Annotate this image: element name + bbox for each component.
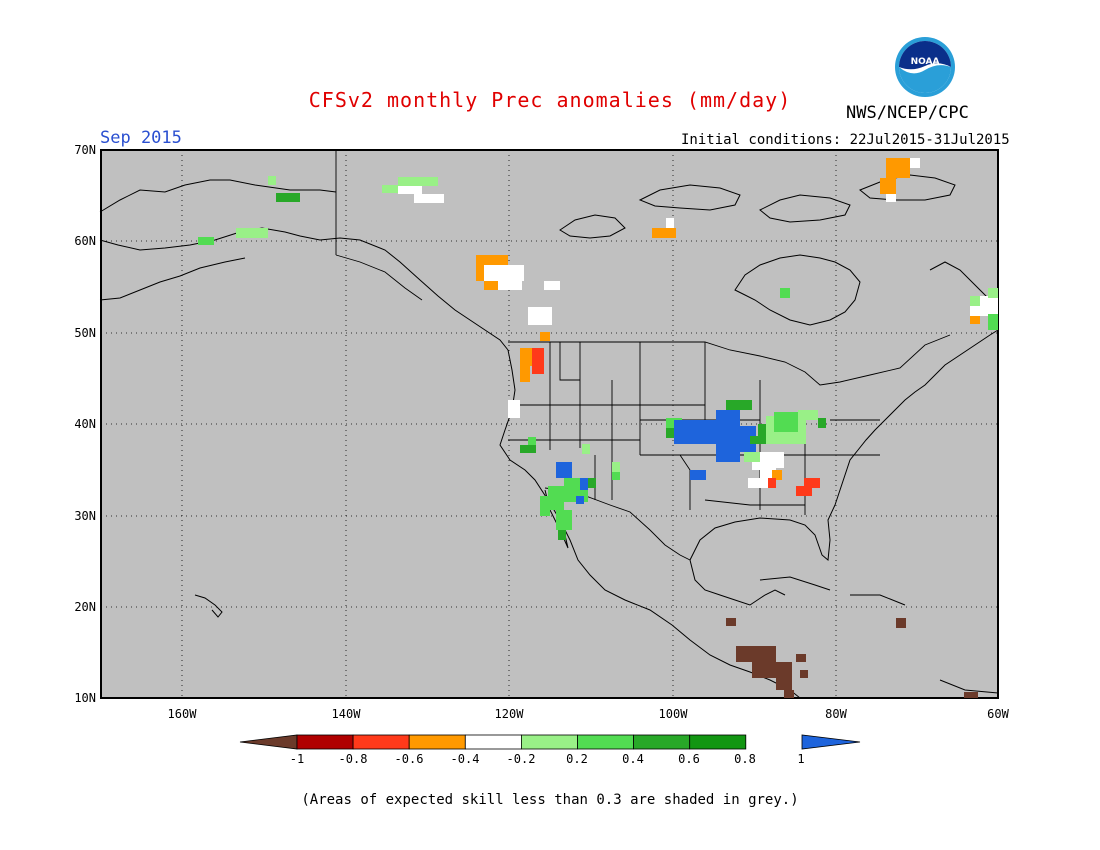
- map-frame: [100, 149, 999, 699]
- colorbar: -1 -0.8 -0.6 -0.4 -0.2 0.2 0.4 0.6 0.8 1: [239, 734, 861, 766]
- initial-conditions: Initial conditions: 22Jul2015-31Jul2015: [681, 132, 1010, 148]
- colorbar-arrow-left: [239, 734, 298, 750]
- longitude-labels: 160W 140W 120W 100W 80W 60W: [168, 707, 1010, 721]
- lon-label: 60W: [987, 707, 1009, 721]
- lat-label: 70N: [74, 143, 96, 157]
- lon-label: 160W: [168, 707, 198, 721]
- colorbar-swatch: [521, 734, 578, 750]
- colorbar-swatch: [689, 734, 747, 750]
- colorbar-tick-label: 0.4: [622, 752, 644, 766]
- svg-text:NOAA: NOAA: [911, 57, 940, 67]
- colorbar-tick-label: -0.6: [395, 752, 424, 766]
- lat-label: 50N: [74, 326, 96, 340]
- lat-label: 10N: [74, 691, 96, 705]
- valid-month: Sep 2015: [100, 128, 182, 148]
- agency-label: NWS/NCEP/CPC: [846, 103, 969, 123]
- colorbar-tick-label: -0.8: [339, 752, 368, 766]
- colorbar-tick-label: -0.2: [507, 752, 536, 766]
- lat-label: 30N: [74, 509, 96, 523]
- colorbar-tick-label: 0.2: [566, 752, 588, 766]
- coastlines: [99, 174, 999, 699]
- lon-label: 140W: [332, 707, 362, 721]
- lon-label: 80W: [825, 707, 847, 721]
- chart-title: CFSv2 monthly Prec anomalies (mm/day): [308, 88, 792, 112]
- lat-label: 60N: [74, 234, 96, 248]
- colorbar-swatch: [352, 734, 410, 750]
- lat-label: 20N: [74, 600, 96, 614]
- colorbar-swatch: [633, 734, 691, 750]
- colorbar-tick-label: 1: [797, 752, 804, 766]
- colorbar-swatch: [408, 734, 466, 750]
- colorbar-tick-label: -0.4: [451, 752, 480, 766]
- colorbar-arrow-right: [801, 734, 861, 750]
- noaa-logo: NOAA: [895, 37, 955, 97]
- lat-label: 40N: [74, 417, 96, 431]
- latitude-labels: 70N 60N 50N 40N 30N 20N 10N: [74, 143, 96, 705]
- colorbar-swatch: [464, 734, 522, 750]
- colorbar-swatch: [296, 734, 354, 750]
- lon-label: 100W: [659, 707, 689, 721]
- colorbar-tick-label: 0.6: [678, 752, 700, 766]
- colorbar-swatch: [577, 734, 634, 750]
- colorbar-tick-label: -1: [290, 752, 304, 766]
- skill-footnote: (Areas of expected skill less than 0.3 a…: [301, 792, 799, 808]
- colorbar-tick-label: 0.8: [734, 752, 756, 766]
- anomaly-cells: [198, 158, 998, 698]
- lon-label: 120W: [495, 707, 525, 721]
